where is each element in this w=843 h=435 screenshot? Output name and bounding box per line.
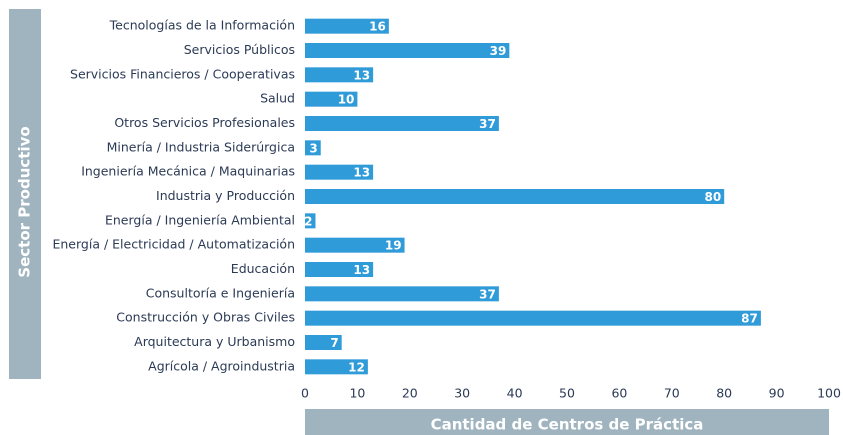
bar [305,116,499,131]
y-tick-label: Energía / Electricidad / Automatización [52,237,295,252]
y-tick-label: Energía / Ingeniería Ambiental [105,212,295,227]
y-tick-label: Educación [231,261,295,276]
value-label: 13 [353,166,370,180]
y-tick-label: Agrícola / Agroindustria [148,358,295,373]
bar [305,67,374,83]
bar [305,310,761,326]
value-label: 16 [369,20,386,34]
x-tick-label: 50 [559,386,575,401]
bar [305,91,358,107]
value-label: 13 [353,263,370,277]
value-label: 3 [309,141,317,155]
x-tick-label: 40 [507,386,523,401]
y-tick-label: Consultoría e Ingeniería [146,285,295,300]
y-tick-label: Tecnologías de la Información [109,18,295,33]
bar [305,18,389,34]
y-tick-label: Servicios Financieros / Cooperativas [70,66,295,81]
x-tick-label: 70 [664,386,680,401]
bar [305,262,374,277]
value-label: 12 [348,360,365,374]
y-tick-label: Otros Servicios Profesionales [114,115,295,130]
x-tick-label: 60 [611,386,627,401]
y-tick-label: Arquitectura y Urbanismo [134,334,295,349]
bar [305,140,321,156]
value-label: 37 [479,117,496,131]
y-tick-label: Salud [260,91,295,106]
bar [305,189,725,204]
bar [305,286,499,302]
y-tick-label: Ingeniería Mecánica / Maquinarias [81,164,295,179]
y-tick-label: Industria y Producción [156,188,295,203]
y-label-box [9,9,41,379]
y-tick-label: Minería / Industria Siderúrgica [107,139,295,154]
y-tick-label: Construcción y Obras Civiles [116,310,295,325]
value-label: 7 [330,336,338,350]
value-label: 2 [304,214,312,228]
value-label: 80 [704,190,721,204]
x-axis-label: Cantidad de Centros de Práctica [431,416,704,434]
bar [305,43,510,58]
bar [305,213,316,229]
x-tick-label: 0 [301,386,309,401]
value-label: 87 [741,312,758,326]
value-label: 10 [338,93,355,107]
y-axis-label: Sector Productivo [16,126,34,277]
x-tick-label: 10 [349,386,365,401]
bar [305,335,342,350]
x-tick-label: 80 [716,386,732,401]
x-tick-label: 100 [817,386,841,401]
x-label-box [305,409,829,435]
bar [305,359,368,375]
value-label: 19 [385,239,402,253]
y-tick-label: Servicios Públicos [184,42,295,57]
value-label: 39 [490,44,507,58]
x-tick-label: 30 [454,386,470,401]
x-tick-label: 90 [769,386,785,401]
value-label: 37 [479,287,496,301]
value-label: 13 [353,68,370,82]
bar [305,164,374,180]
bar [305,237,405,253]
x-tick-label: 20 [402,386,418,401]
